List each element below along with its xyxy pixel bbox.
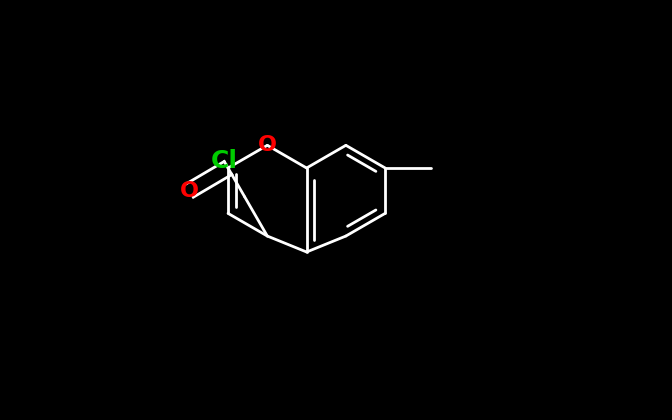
Text: O: O (180, 181, 199, 201)
Text: Cl: Cl (211, 150, 238, 173)
Text: O: O (258, 135, 277, 155)
